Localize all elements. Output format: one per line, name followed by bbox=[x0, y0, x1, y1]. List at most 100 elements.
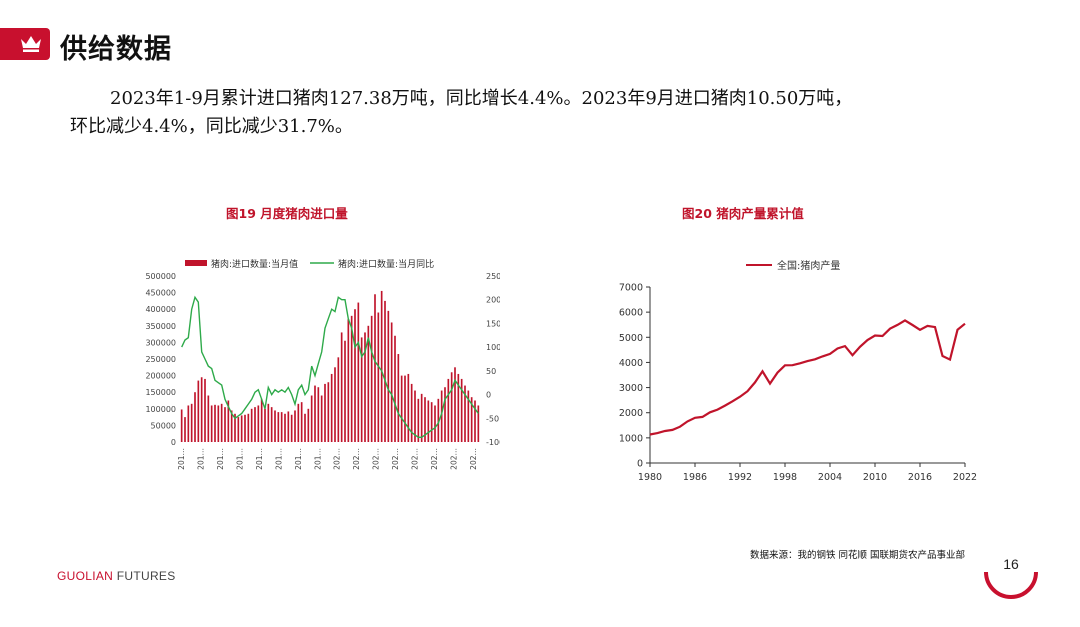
bar bbox=[300, 402, 303, 442]
bar bbox=[417, 398, 420, 442]
x-tick-label: 202… bbox=[333, 448, 342, 470]
bar bbox=[477, 405, 480, 442]
x-tick-label: 202… bbox=[469, 448, 478, 470]
x-tick-label: 201… bbox=[216, 448, 225, 470]
x-tick-label: 1998 bbox=[773, 472, 797, 483]
bar bbox=[274, 410, 276, 442]
bar bbox=[370, 315, 373, 442]
y-tick-label: 3000 bbox=[619, 383, 643, 394]
x-tick-label: 201… bbox=[177, 448, 186, 470]
bar bbox=[327, 382, 330, 442]
bar bbox=[190, 403, 193, 442]
x-tick-label: 201… bbox=[274, 448, 283, 470]
bar bbox=[270, 407, 273, 442]
y-left-tick-label: 250000 bbox=[145, 355, 176, 364]
bar bbox=[460, 378, 463, 442]
bar bbox=[380, 290, 383, 442]
x-tick-label: 2016 bbox=[908, 472, 932, 483]
y-tick-label: 5000 bbox=[619, 333, 643, 344]
bar bbox=[280, 412, 283, 442]
x-axis-ticks: 201… 201… 201… 201… 201… 201… 201… 201… 202… 202…… bbox=[177, 448, 478, 470]
legend-label-monthly-value: 猪肉:进口数量:当月值 bbox=[211, 258, 298, 270]
bar bbox=[420, 393, 423, 442]
bar bbox=[400, 375, 403, 442]
bar bbox=[437, 398, 440, 442]
x-tick-label: 1980 bbox=[638, 472, 662, 483]
legend-label-production: 全国:猪肉产量 bbox=[777, 259, 840, 272]
x-tick-label: 202… bbox=[450, 448, 459, 470]
bar bbox=[410, 383, 413, 442]
y-left-tick-label: 0 bbox=[171, 438, 176, 447]
bar bbox=[470, 397, 473, 442]
bar bbox=[244, 414, 246, 442]
x-tick-label: 202… bbox=[391, 448, 400, 470]
bar bbox=[214, 404, 216, 442]
x-tick-label: 201… bbox=[235, 448, 244, 470]
y-tick-label: 6000 bbox=[619, 308, 643, 319]
bar bbox=[207, 395, 210, 442]
page-title: 供给数据 bbox=[60, 34, 172, 65]
y-tick-label: 4000 bbox=[619, 358, 643, 369]
y-left-tick-label: 200000 bbox=[145, 372, 176, 381]
bar bbox=[344, 340, 346, 442]
bar bbox=[230, 410, 233, 442]
x-tick-label: 2010 bbox=[863, 472, 887, 483]
bar bbox=[367, 325, 370, 442]
bar bbox=[267, 403, 270, 442]
y-right-tick-label: 200 bbox=[486, 296, 500, 305]
y-tick-label: 1000 bbox=[619, 433, 643, 444]
pork-production-chart: 全国:猪肉产量 7000 6000 5000 4000 3000 2000 1000 0 198… bbox=[619, 259, 977, 483]
bar bbox=[240, 415, 243, 442]
bar bbox=[210, 405, 213, 442]
bar bbox=[447, 378, 450, 442]
x-tick-label: 2022 bbox=[953, 472, 977, 483]
bar bbox=[220, 403, 223, 442]
bar bbox=[404, 375, 406, 442]
bar bbox=[414, 390, 416, 442]
bar bbox=[474, 400, 476, 442]
y-left-tick-label: 400000 bbox=[145, 305, 176, 314]
bar bbox=[377, 312, 380, 442]
bar bbox=[454, 367, 456, 442]
y-left-tick-label: 100000 bbox=[145, 405, 176, 414]
bar bbox=[347, 319, 350, 442]
bar bbox=[257, 405, 260, 442]
brand-part-2: FUTURES bbox=[113, 569, 176, 583]
bar bbox=[340, 332, 343, 442]
y-tick-label: 2000 bbox=[619, 408, 643, 419]
bar bbox=[250, 408, 253, 442]
summary-line-1: 2023年1-9月累计进口猪肉127.38万吨，同比增长4.4%。2023年9月… bbox=[110, 88, 853, 109]
bar bbox=[180, 409, 183, 442]
y-left-tick-label: 50000 bbox=[151, 421, 176, 430]
legend-swatch-bar bbox=[185, 260, 207, 266]
y-axis-left: 5000004500004000003500003000002500002000… bbox=[145, 272, 176, 447]
x-tick-label: 202… bbox=[411, 448, 420, 470]
bar bbox=[320, 395, 323, 442]
brand-logo-text: GUOLIAN FUTURES bbox=[57, 569, 176, 583]
bar bbox=[394, 335, 396, 442]
bar bbox=[387, 310, 390, 442]
y-right-tick-label: 100 bbox=[486, 343, 500, 352]
summary-line-2: 环比减少4.4%，同比减少31.7%。 bbox=[70, 116, 353, 137]
title-accent-bar bbox=[0, 28, 50, 60]
bar bbox=[184, 417, 186, 442]
bar bbox=[457, 373, 460, 442]
bar bbox=[237, 417, 240, 442]
bar bbox=[397, 354, 400, 442]
bar bbox=[254, 407, 256, 442]
x-tick-label: 202… bbox=[372, 448, 381, 470]
y-left-tick-label: 350000 bbox=[145, 322, 176, 331]
bar bbox=[317, 387, 320, 442]
pork-import-chart: 猪肉:进口数量:当月值 猪肉:进口数量:当月同比 500000450000400… bbox=[145, 258, 500, 470]
x-tick-label: 201… bbox=[313, 448, 322, 470]
bar bbox=[194, 392, 196, 442]
y-right-tick-label: 50 bbox=[486, 367, 496, 376]
bar-series bbox=[180, 290, 480, 442]
bar bbox=[467, 390, 470, 442]
x-tick-label: 201… bbox=[294, 448, 303, 470]
y-left-tick-label: 500000 bbox=[145, 272, 176, 281]
y-left-tick-label: 450000 bbox=[145, 289, 176, 298]
bar bbox=[360, 337, 363, 442]
bar bbox=[277, 412, 280, 442]
line-series bbox=[181, 295, 479, 439]
